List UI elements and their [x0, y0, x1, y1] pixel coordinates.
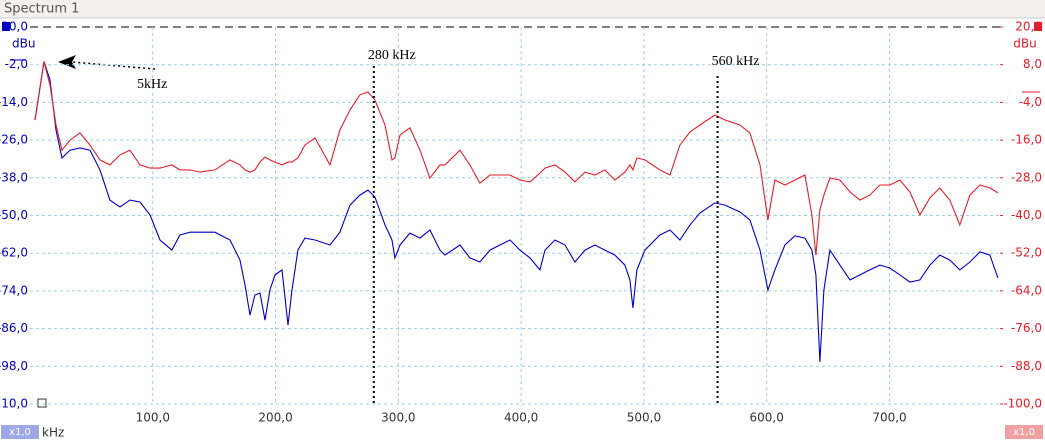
y2-tick-label: -88,0 — [1011, 359, 1042, 373]
y2-scale-badge[interactable] — [1005, 425, 1043, 439]
y-unit: dBu — [12, 37, 35, 51]
y-tick-label: -86,0 — [0, 321, 28, 335]
trace — [34, 61, 999, 362]
x-tick-label: 300,0 — [381, 411, 415, 425]
x-tick-label: 100,0 — [136, 411, 170, 425]
annotation: 280 kHz — [368, 48, 416, 63]
x-tick-label: 200,0 — [258, 411, 292, 425]
y2-tick-label: 20,0 — [1015, 20, 1042, 34]
y-tick-label: -50,0 — [0, 208, 28, 222]
y-tick-label: -98,0 — [0, 359, 28, 373]
window-title: Spectrum 1 — [4, 2, 79, 17]
trace — [34, 61, 999, 256]
annotation: 5kHz — [137, 77, 167, 92]
y-tick-label: -74,0 — [0, 283, 28, 297]
x-scale-badge[interactable] — [1, 425, 39, 439]
x-tick-label: 700,0 — [872, 411, 906, 425]
x-unit: kHz — [42, 426, 64, 440]
x-tick-label: 600,0 — [750, 411, 784, 425]
y2-tick-label: -52,0 — [1011, 246, 1042, 260]
right-marker[interactable] — [1034, 22, 1042, 31]
left-marker[interactable] — [2, 22, 10, 31]
y-tick-label: -110,0 — [0, 397, 28, 411]
x-scale-label: x1,0 — [9, 427, 31, 438]
y2-tick-label: -64,0 — [1011, 283, 1042, 297]
y-tick-label: -62,0 — [0, 246, 28, 260]
y2-tick-label: -28,0 — [1011, 170, 1042, 184]
annotation: 560 kHz — [712, 54, 760, 69]
y2-tick-label: -76,0 — [1011, 321, 1042, 335]
annotation-arrow — [71, 61, 156, 70]
y-tick-label: -26,0 — [0, 133, 28, 147]
corner-box[interactable] — [37, 398, 47, 408]
title-bar — [0, 0, 1045, 18]
y2-tick-label: -4,0 — [1019, 95, 1042, 109]
y-tick-label: -14,0 — [0, 95, 28, 109]
y2-tick-label: -100,0 — [1003, 397, 1042, 411]
y2-unit: dBu — [1013, 37, 1036, 51]
y2-tick-label: -16,0 — [1011, 133, 1042, 147]
y-tick-label: -38,0 — [0, 170, 28, 184]
annotation-arrowhead — [58, 55, 76, 69]
y2-scale-label: x1,0 — [1013, 427, 1035, 438]
x-tick-label: 500,0 — [627, 411, 661, 425]
y2-tick-label: 8,0 — [1023, 57, 1042, 71]
y2-tick-label: -40,0 — [1011, 208, 1042, 222]
x-tick-label: 400,0 — [504, 411, 538, 425]
y-tick-label: -2,0 — [5, 57, 28, 71]
y-tick-label: 10,0 — [1, 20, 28, 34]
